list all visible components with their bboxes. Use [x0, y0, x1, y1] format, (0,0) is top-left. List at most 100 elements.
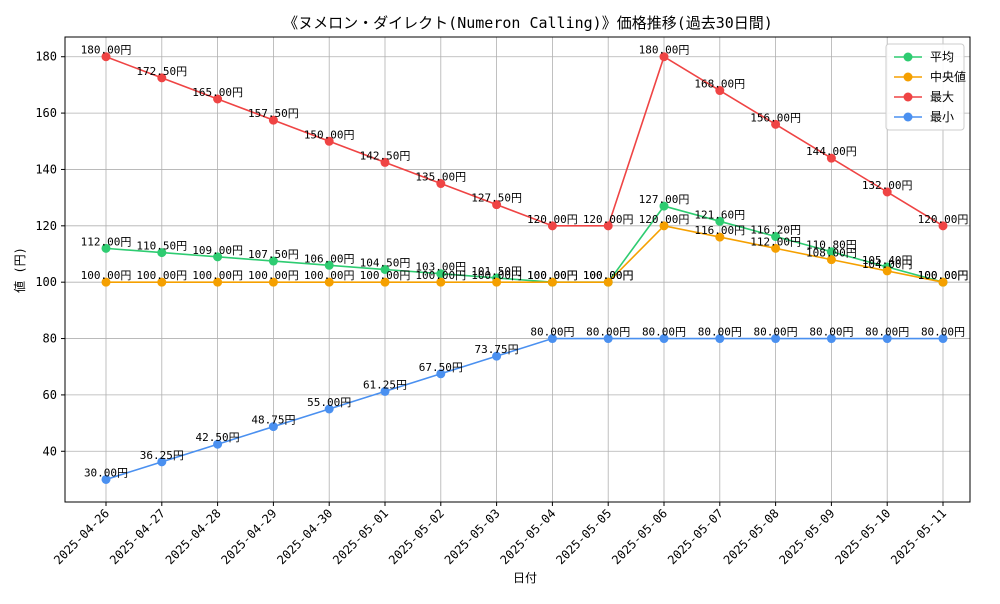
x-tick-label: 2025-05-08 [721, 506, 782, 567]
data-label: 100.00円 [192, 269, 243, 282]
data-label: 80.00円 [865, 326, 909, 339]
data-point [547, 221, 557, 231]
data-point [213, 277, 223, 287]
data-point [380, 265, 390, 274]
data-point [436, 269, 446, 279]
data-label: 165.00円 [192, 86, 243, 99]
data-label: 80.00円 [921, 326, 965, 339]
legend-box [885, 43, 965, 131]
series-line [105, 337, 943, 481]
series-line [106, 224, 944, 283]
y-tick-label: 40 [43, 444, 57, 458]
data-point [547, 277, 557, 287]
data-label: 80.00円 [809, 326, 853, 339]
data-label: 105.40円 [862, 254, 913, 267]
data-label: 80.00円 [642, 326, 686, 339]
grid-lines [65, 37, 970, 502]
data-label: 157.50円 [248, 107, 299, 120]
data-label: 100.00円 [471, 269, 522, 282]
legend-label: 中央値 [930, 69, 966, 84]
data-label: 127.00円 [639, 193, 690, 206]
legend-label: 平均 [930, 50, 954, 64]
x-tick-label: 2025-04-29 [219, 506, 280, 567]
x-tick-label: 2025-04-27 [107, 506, 168, 567]
data-label: 73.75円 [475, 343, 519, 356]
data-point [826, 334, 836, 344]
x-tick-label: 2025-05-02 [386, 506, 447, 567]
data-point [715, 216, 725, 226]
data-point [715, 334, 725, 344]
y-axis-label: 値 (円) [12, 247, 27, 293]
data-point [213, 94, 223, 104]
x-tick-label: 2025-05-06 [609, 506, 670, 567]
legend-label: 最小 [930, 110, 954, 124]
data-point [157, 248, 167, 258]
data-point [715, 86, 725, 96]
data-label: 156.00円 [750, 111, 801, 124]
data-point [492, 351, 502, 361]
series-1 [101, 221, 948, 287]
data-label: 36.25円 [140, 449, 184, 462]
data-label: 80.00円 [698, 326, 742, 339]
data-label: 80.00円 [754, 326, 798, 339]
x-tick-label: 2025-04-26 [51, 506, 112, 567]
data-label: 48.75円 [251, 414, 295, 427]
data-point [157, 73, 167, 83]
y-tick-label: 100 [35, 275, 57, 289]
data-point [213, 252, 223, 262]
data-point [324, 277, 334, 287]
data-label: 107.50円 [248, 248, 299, 261]
data-point [603, 334, 613, 344]
y-tick-label: 80 [43, 332, 57, 346]
data-point [101, 52, 111, 62]
legend-marker [903, 52, 913, 62]
data-point [268, 115, 278, 125]
data-label: 127.50円 [471, 192, 522, 205]
data-label: 180.00円 [639, 44, 690, 57]
data-label: 100.00円 [583, 269, 634, 282]
legend-marker [903, 72, 913, 82]
x-tick-label: 2025-04-30 [274, 506, 335, 567]
data-label: 100.00円 [248, 269, 299, 282]
data-label: 120.00円 [918, 213, 969, 226]
data-label: 168.00円 [694, 78, 745, 91]
data-point [380, 157, 390, 167]
data-label: 110.80円 [806, 239, 857, 252]
data-point [659, 221, 669, 231]
data-point [771, 243, 781, 253]
x-tick-label: 2025-05-01 [330, 506, 391, 567]
chart-title: 《ヌメロン・ダイレクト(Numeron Calling)》価格推移(過去30日間… [283, 14, 773, 32]
data-label: 80.00円 [586, 326, 630, 339]
data-label: 100.00円 [360, 269, 411, 282]
data-point [436, 179, 446, 189]
data-point [715, 232, 725, 242]
data-point [213, 439, 223, 449]
data-point [826, 153, 836, 163]
data-point [380, 386, 390, 396]
data-point [380, 277, 390, 287]
data-label: 112.00円 [81, 235, 132, 248]
data-label: 116.20円 [750, 224, 801, 237]
data-point [882, 334, 892, 344]
data-point [603, 277, 613, 287]
data-point [101, 474, 111, 484]
data-point [436, 369, 446, 379]
data-label: 100.00円 [304, 269, 355, 282]
data-point [659, 334, 669, 344]
data-point [882, 266, 892, 276]
data-label: 120.00円 [527, 213, 578, 226]
data-point [157, 277, 167, 287]
y-tick-label: 140 [35, 162, 57, 176]
data-point [771, 119, 781, 129]
data-point [771, 232, 781, 242]
data-point [882, 187, 892, 197]
data-point [324, 404, 334, 414]
data-label: 120.00円 [639, 213, 690, 226]
data-label: 121.60円 [694, 208, 745, 221]
series-2 [101, 52, 948, 231]
data-label: 150.00円 [304, 128, 355, 141]
y-tick-label: 120 [35, 219, 57, 233]
data-label: 112.00円 [750, 235, 801, 248]
data-point [492, 200, 502, 210]
